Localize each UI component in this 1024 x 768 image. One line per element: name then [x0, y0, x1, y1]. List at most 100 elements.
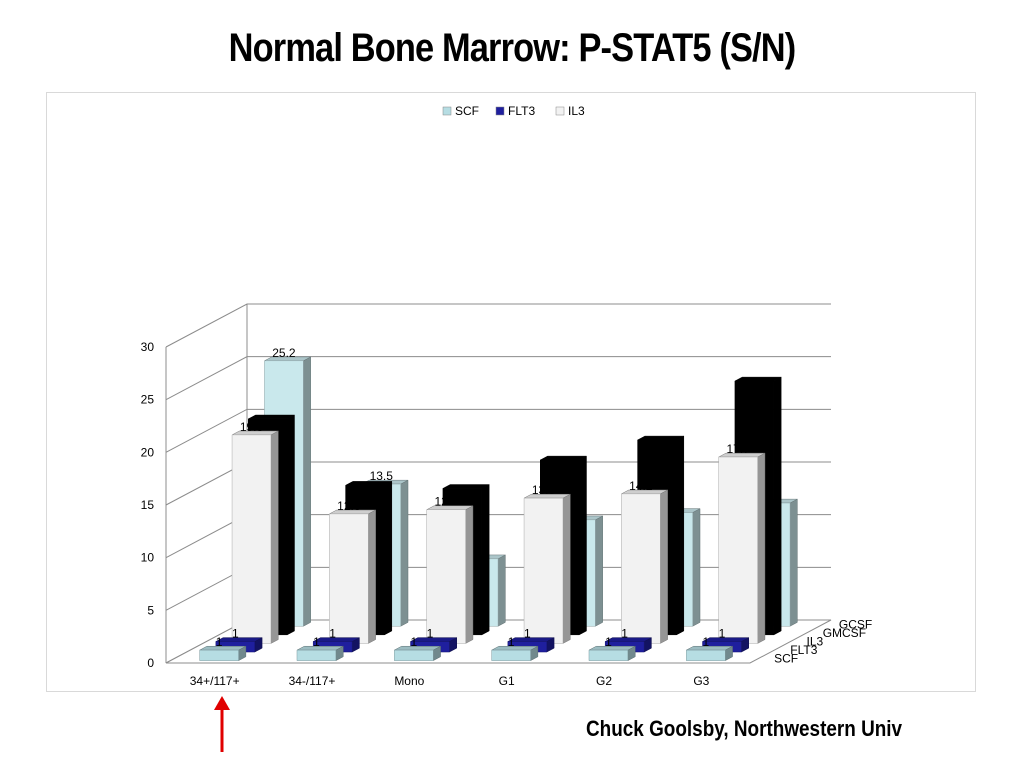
bar-front — [491, 649, 531, 661]
bar-side — [303, 356, 311, 627]
bar-top — [588, 645, 636, 651]
y-tick-label: 10 — [141, 551, 155, 565]
legend-swatch — [495, 106, 505, 116]
y-tick-label: 30 — [141, 340, 155, 354]
bar-front — [329, 513, 369, 644]
legend-label: IL3 — [568, 104, 585, 118]
data-label: 13.8 — [532, 483, 556, 497]
bar-top — [215, 637, 263, 642]
red-arrow-head — [214, 696, 230, 710]
bar-side — [595, 515, 603, 627]
gridline — [165, 303, 831, 348]
series-axis-label: GMCSF — [823, 626, 866, 640]
bar-top — [686, 645, 733, 651]
data-label: 1 — [605, 635, 612, 649]
x-tick-label: Mono — [394, 674, 424, 688]
bar-top — [734, 376, 782, 382]
data-label: 1 — [702, 635, 709, 649]
data-label: 1 — [313, 635, 320, 649]
chart-3d-bar: 0 5 10 15 20 25 30 34+/117+ 34-/117+ Mono G1 G2 G3 SC… — [141, 104, 873, 688]
bar-front — [296, 649, 337, 661]
bar-top — [491, 645, 538, 651]
bar-side — [465, 505, 474, 644]
bar-top — [507, 637, 555, 642]
bar-top — [248, 414, 295, 420]
bar-scf-4 — [588, 645, 636, 662]
bar-top — [442, 484, 490, 489]
data-label: 1 — [524, 627, 531, 641]
bar-top — [394, 645, 441, 651]
data-label: 1 — [232, 627, 239, 641]
bar-il3-3 — [523, 493, 571, 644]
bar-scf-0 — [199, 645, 247, 662]
y-axis-ticks: 0 5 10 15 20 25 30 — [141, 340, 155, 670]
bar-front — [523, 497, 564, 644]
data-label: 12.3 — [337, 499, 361, 513]
legend-label: SCF — [455, 104, 479, 118]
bar-side — [578, 455, 587, 636]
series-axis-label: GCSF — [839, 617, 872, 631]
legend-swatch — [442, 106, 452, 116]
bar-il3-2 — [426, 505, 474, 644]
red-arrow-icon — [214, 696, 230, 752]
y-tick-label: 5 — [147, 603, 154, 617]
legend-item: SCF — [442, 104, 479, 118]
data-label: 1 — [621, 627, 628, 641]
x-tick-label: G3 — [693, 674, 709, 688]
y-tick-label: 15 — [141, 498, 155, 512]
bar-side — [692, 508, 701, 627]
y-tick-label: 20 — [141, 445, 155, 459]
bar-side — [286, 414, 295, 636]
bar-side — [757, 452, 766, 644]
credit-text: Chuck Goolsby, Northwestern Univ — [586, 716, 903, 741]
bar-front — [621, 493, 661, 644]
bar-il3-1 — [329, 509, 376, 644]
x-tick-label: G1 — [499, 674, 515, 688]
data-label: 14.2 — [629, 479, 653, 493]
bar-side — [660, 489, 668, 644]
bar-side — [368, 509, 376, 644]
bar-top — [605, 637, 652, 642]
bar-top — [199, 645, 246, 651]
legend: SCF FLT3 IL3 — [442, 104, 585, 118]
y-tick-label: 0 — [147, 656, 154, 670]
bar-side — [497, 554, 506, 627]
bar-side — [400, 479, 409, 627]
bar-scf-5 — [686, 645, 733, 662]
data-label: 13.5 — [370, 469, 394, 483]
bar-il3-0 — [231, 430, 279, 644]
legend-label: FLT3 — [508, 104, 535, 118]
data-label: 19.8 — [240, 420, 264, 434]
legend-item: IL3 — [555, 104, 585, 118]
bar-top — [296, 645, 344, 651]
legend-item: FLT3 — [495, 104, 535, 118]
data-label: 1 — [427, 627, 434, 641]
x-tick-label: G2 — [596, 674, 612, 688]
x-tick-label: 34-/117+ — [289, 674, 336, 688]
series-axis-label: IL3 — [807, 635, 824, 649]
data-label: 1 — [329, 627, 336, 641]
bar-side — [270, 430, 279, 644]
data-label: 1 — [410, 635, 417, 649]
bar-top — [540, 455, 587, 461]
bar-scf-1 — [296, 645, 344, 662]
bar-side — [384, 480, 393, 636]
bar-top — [702, 637, 749, 642]
data-label: 1 — [508, 635, 515, 649]
bar-side — [676, 435, 685, 636]
slide-title: Normal Bone Marrow: P-STAT5 (S/N) — [228, 26, 797, 70]
x-tick-label: 34+/117+ — [190, 674, 240, 688]
data-label: 1 — [719, 627, 726, 641]
bar-front — [199, 649, 239, 661]
bar-front — [426, 509, 466, 644]
bar-top — [313, 637, 360, 642]
bar-top — [637, 435, 684, 441]
bar-il3-4 — [621, 489, 668, 644]
data-label: 17.7 — [727, 442, 751, 456]
bar-top — [410, 637, 457, 642]
legend-swatch — [555, 106, 565, 116]
bar-il3-5 — [718, 452, 766, 644]
chart-frame: 0 5 10 15 20 25 30 34+/117+ 34-/117+ Mono G1 G2 G3 SC… — [46, 92, 976, 692]
bar-scf-3 — [491, 645, 539, 662]
